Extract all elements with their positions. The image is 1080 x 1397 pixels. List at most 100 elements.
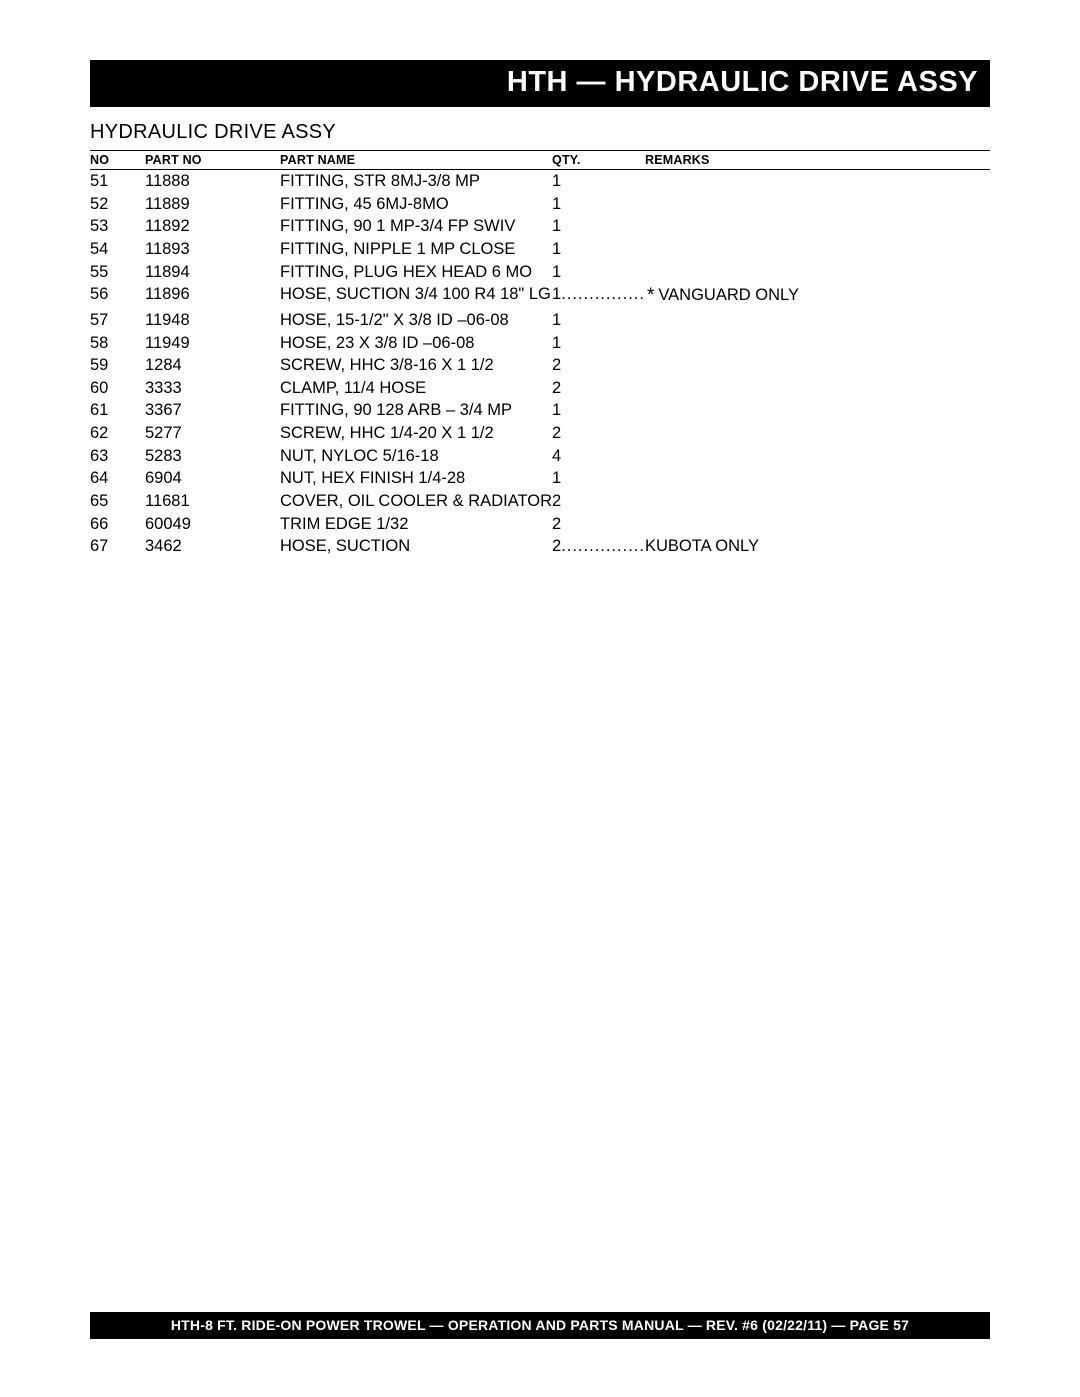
cell-part-name: SCREW, HHC 1/4-20 X 1 1/2	[280, 422, 552, 445]
cell-part-no: 3462	[145, 535, 280, 558]
cell-part-name: TRIM EDGE 1/32	[280, 513, 552, 536]
cell-qty: 2...............	[552, 535, 645, 558]
cell-qty: 1	[552, 309, 645, 332]
cell-part-no: 3333	[145, 377, 280, 400]
table-row: 5311892FITTING, 90 1 MP-3/4 FP SWIV1	[90, 215, 990, 238]
col-header-part-name: PART NAME	[280, 151, 552, 170]
cell-no: 65	[90, 490, 145, 513]
cell-part-name: FITTING, 90 128 ARB – 3/4 MP	[280, 399, 552, 422]
cell-qty: 2	[552, 354, 645, 377]
cell-no: 56	[90, 283, 145, 309]
footer-text: HTH-8 FT. RIDE-ON POWER TROWEL — OPERATI…	[171, 1317, 909, 1333]
qty-value: 1	[552, 401, 561, 419]
qty-value: 1	[552, 311, 561, 329]
cell-part-no: 11896	[145, 283, 280, 309]
table-row: 5611896HOSE, SUCTION 3/4 100 R4 18" LG1.…	[90, 283, 990, 309]
qty-value: 1	[552, 195, 561, 213]
cell-qty: 2	[552, 490, 645, 513]
col-header-remarks: REMARKS	[645, 151, 990, 170]
cell-no: 67	[90, 535, 145, 558]
qty-value: 4	[552, 447, 561, 465]
cell-no: 55	[90, 261, 145, 284]
cell-part-name: FITTING, 90 1 MP-3/4 FP SWIV	[280, 215, 552, 238]
table-row: 5711948HOSE, 15-1/2" X 3/8 ID –06-081	[90, 309, 990, 332]
cell-remarks: KUBOTA ONLY	[645, 535, 990, 558]
table-row: 5111888FITTING, STR 8MJ-3/8 MP1	[90, 170, 990, 193]
table-row: 5511894FITTING, PLUG HEX HEAD 6 MO1	[90, 261, 990, 284]
cell-remarks	[645, 309, 990, 332]
qty-value: 2	[552, 424, 561, 442]
cell-no: 63	[90, 445, 145, 468]
cell-part-no: 5283	[145, 445, 280, 468]
cell-no: 53	[90, 215, 145, 238]
cell-part-name: HOSE, SUCTION 3/4 100 R4 18" LG	[280, 283, 552, 309]
col-header-qty: QTY.	[552, 151, 645, 170]
cell-remarks	[645, 238, 990, 261]
cell-qty: 1	[552, 193, 645, 216]
cell-part-name: FITTING, NIPPLE 1 MP CLOSE	[280, 238, 552, 261]
qty-value: 2	[552, 492, 561, 510]
table-row: 6660049TRIM EDGE 1/322	[90, 513, 990, 536]
cell-qty: 1	[552, 238, 645, 261]
cell-part-no: 11892	[145, 215, 280, 238]
cell-qty: 1	[552, 215, 645, 238]
cell-no: 61	[90, 399, 145, 422]
cell-qty: 1	[552, 170, 645, 193]
cell-part-name: CLAMP, 11/4 HOSE	[280, 377, 552, 400]
cell-part-no: 11888	[145, 170, 280, 193]
section-subtitle: HYDRAULIC DRIVE ASSY	[90, 121, 990, 144]
cell-qty: 1	[552, 467, 645, 490]
qty-value: 1	[552, 469, 561, 487]
table-body: 5111888FITTING, STR 8MJ-3/8 MP15211889FI…	[90, 170, 990, 558]
cell-part-no: 3367	[145, 399, 280, 422]
cell-qty: 1	[552, 399, 645, 422]
table-row: 5811949HOSE, 23 X 3/8 ID –06-081	[90, 332, 990, 355]
leader-dots: ...............	[561, 284, 645, 305]
cell-no: 64	[90, 467, 145, 490]
cell-no: 58	[90, 332, 145, 355]
table-row: 5211889FITTING, 45 6MJ-8MO1	[90, 193, 990, 216]
cell-remarks	[645, 261, 990, 284]
cell-no: 59	[90, 354, 145, 377]
cell-part-no: 11889	[145, 193, 280, 216]
cell-remarks	[645, 193, 990, 216]
cell-remarks	[645, 215, 990, 238]
table-row: 5411893FITTING, NIPPLE 1 MP CLOSE1	[90, 238, 990, 261]
cell-part-name: HOSE, 15-1/2" X 3/8 ID –06-08	[280, 309, 552, 332]
remarks-value: KUBOTA ONLY	[645, 537, 759, 555]
cell-remarks	[645, 354, 990, 377]
cell-remarks	[645, 399, 990, 422]
cell-remarks	[645, 513, 990, 536]
qty-value: 2	[552, 515, 561, 533]
cell-part-no: 11681	[145, 490, 280, 513]
leader-dots: ...............	[561, 536, 645, 557]
cell-qty: 1	[552, 261, 645, 284]
qty-value: 1	[552, 334, 561, 352]
cell-remarks	[645, 332, 990, 355]
cell-qty: 1...............	[552, 283, 645, 309]
cell-no: 66	[90, 513, 145, 536]
qty-value: 2	[552, 356, 561, 374]
cell-remarks	[645, 422, 990, 445]
cell-qty: 2	[552, 422, 645, 445]
cell-part-name: FITTING, 45 6MJ-8MO	[280, 193, 552, 216]
cell-part-no: 11894	[145, 261, 280, 284]
col-header-part-no: PART NO	[145, 151, 280, 170]
cell-remarks	[645, 490, 990, 513]
cell-part-no: 1284	[145, 354, 280, 377]
qty-value: 1	[552, 263, 561, 281]
cell-part-name: NUT, HEX FINISH 1/4-28	[280, 467, 552, 490]
title-bar-text: HTH — HYDRAULIC DRIVE ASSY	[507, 66, 978, 98]
cell-part-no: 5277	[145, 422, 280, 445]
cell-qty: 4	[552, 445, 645, 468]
cell-remarks	[645, 377, 990, 400]
qty-value: 1	[552, 172, 561, 190]
qty-value: 2	[552, 379, 561, 397]
cell-part-no: 11893	[145, 238, 280, 261]
cell-part-no: 60049	[145, 513, 280, 536]
table-row: 646904NUT, HEX FINISH 1/4-281	[90, 467, 990, 490]
qty-value: 2	[552, 537, 561, 555]
cell-qty: 1	[552, 332, 645, 355]
table-header-row: NO PART NO PART NAME QTY. REMARKS	[90, 151, 990, 170]
qty-value: 1	[552, 240, 561, 258]
